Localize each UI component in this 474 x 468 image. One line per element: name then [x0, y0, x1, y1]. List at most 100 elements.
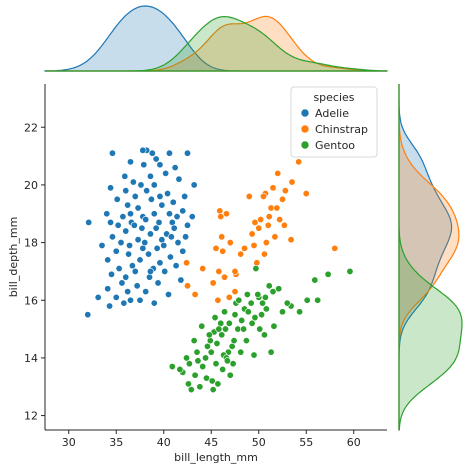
point-chinstrap — [237, 250, 245, 258]
point-gentoo — [247, 299, 255, 307]
point-chinstrap — [212, 244, 220, 252]
x-tick-label: 50 — [252, 436, 266, 449]
point-adelie — [146, 172, 154, 180]
point-adelie — [143, 187, 151, 195]
point-gentoo — [248, 319, 256, 327]
point-adelie — [107, 184, 115, 192]
point-gentoo — [278, 308, 286, 316]
point-gentoo — [217, 319, 225, 327]
point-adelie — [156, 161, 164, 169]
point-adelie — [84, 311, 92, 319]
point-gentoo — [194, 357, 202, 365]
point-gentoo — [260, 331, 268, 339]
legend-label-adelie: Adelie — [315, 107, 349, 120]
point-adelie — [141, 239, 149, 247]
point-gentoo — [202, 354, 210, 362]
x-tick-label: 55 — [299, 436, 313, 449]
point-chinstrap — [225, 293, 233, 301]
point-adelie — [134, 236, 142, 244]
point-adelie — [139, 244, 147, 252]
point-adelie — [122, 273, 130, 281]
point-chinstrap — [216, 207, 224, 215]
point-adelie — [124, 201, 132, 209]
point-chinstrap — [218, 233, 226, 241]
point-adelie — [184, 221, 192, 229]
point-adelie — [104, 256, 112, 264]
point-gentoo — [198, 322, 206, 330]
point-gentoo — [184, 380, 192, 388]
point-adelie — [152, 224, 160, 232]
point-adelie — [127, 296, 135, 304]
point-adelie — [124, 288, 132, 296]
point-chinstrap — [264, 221, 272, 229]
legend-label-chinstrap: Chinstrap — [315, 123, 368, 136]
point-gentoo — [251, 314, 259, 322]
point-chinstrap — [248, 230, 256, 238]
point-adelie — [150, 210, 158, 218]
point-chinstrap — [274, 169, 282, 177]
point-chinstrap — [231, 267, 239, 275]
point-adelie — [103, 210, 111, 218]
point-adelie — [142, 288, 150, 296]
point-adelie — [139, 146, 147, 154]
top-kde-gentoo — [45, 15, 388, 72]
point-chinstrap — [222, 210, 230, 218]
point-chinstrap — [273, 204, 281, 212]
legend-marker-chinstrap — [300, 124, 310, 134]
point-adelie — [94, 293, 102, 301]
point-chinstrap — [269, 184, 277, 192]
y-tick-label: 12 — [24, 410, 38, 423]
point-gentoo — [176, 365, 184, 373]
point-gentoo — [346, 267, 354, 275]
point-gentoo — [213, 339, 221, 347]
top-marginal-kde — [44, 5, 388, 72]
point-gentoo — [269, 288, 277, 296]
point-chinstrap — [251, 218, 259, 226]
point-gentoo — [196, 383, 204, 391]
point-chinstrap — [245, 192, 253, 200]
point-gentoo — [199, 363, 207, 371]
point-adelie — [145, 250, 153, 258]
legend-label-gentoo: Gentoo — [315, 139, 355, 152]
point-adelie — [108, 270, 116, 278]
point-gentoo — [203, 374, 211, 382]
point-gentoo — [230, 337, 238, 345]
point-gentoo — [226, 371, 234, 379]
point-adelie — [133, 282, 141, 290]
point-adelie — [167, 233, 175, 241]
point-adelie — [117, 239, 125, 247]
point-adelie — [126, 241, 134, 249]
legend: species Adelie Chinstrap Gentoo — [290, 86, 378, 158]
point-gentoo — [324, 270, 332, 278]
point-gentoo — [314, 296, 322, 304]
point-gentoo — [214, 380, 222, 388]
point-gentoo — [193, 348, 201, 356]
point-gentoo — [242, 337, 250, 345]
y-tick-label: 18 — [24, 237, 38, 250]
x-tick-label: 40 — [157, 436, 171, 449]
point-gentoo — [303, 296, 311, 304]
point-adelie — [165, 210, 173, 218]
right-marginal-kde — [398, 84, 463, 431]
point-adelie — [147, 195, 155, 203]
point-gentoo — [190, 337, 198, 345]
y-axis-label: bill_depth_mm — [7, 217, 20, 298]
point-chinstrap — [221, 273, 229, 281]
point-gentoo — [187, 386, 195, 394]
point-adelie — [128, 262, 136, 270]
point-adelie — [153, 244, 161, 252]
point-adelie — [184, 149, 192, 157]
point-chinstrap — [219, 247, 227, 255]
point-gentoo — [221, 308, 229, 316]
point-gentoo — [265, 282, 273, 290]
point-adelie — [175, 175, 183, 183]
point-adelie — [150, 299, 158, 307]
point-adelie — [172, 262, 180, 270]
point-adelie — [174, 239, 182, 247]
point-adelie — [190, 181, 198, 189]
point-chinstrap — [191, 290, 199, 298]
point-adelie — [173, 213, 181, 221]
point-chinstrap — [255, 224, 263, 232]
point-chinstrap — [253, 259, 261, 267]
